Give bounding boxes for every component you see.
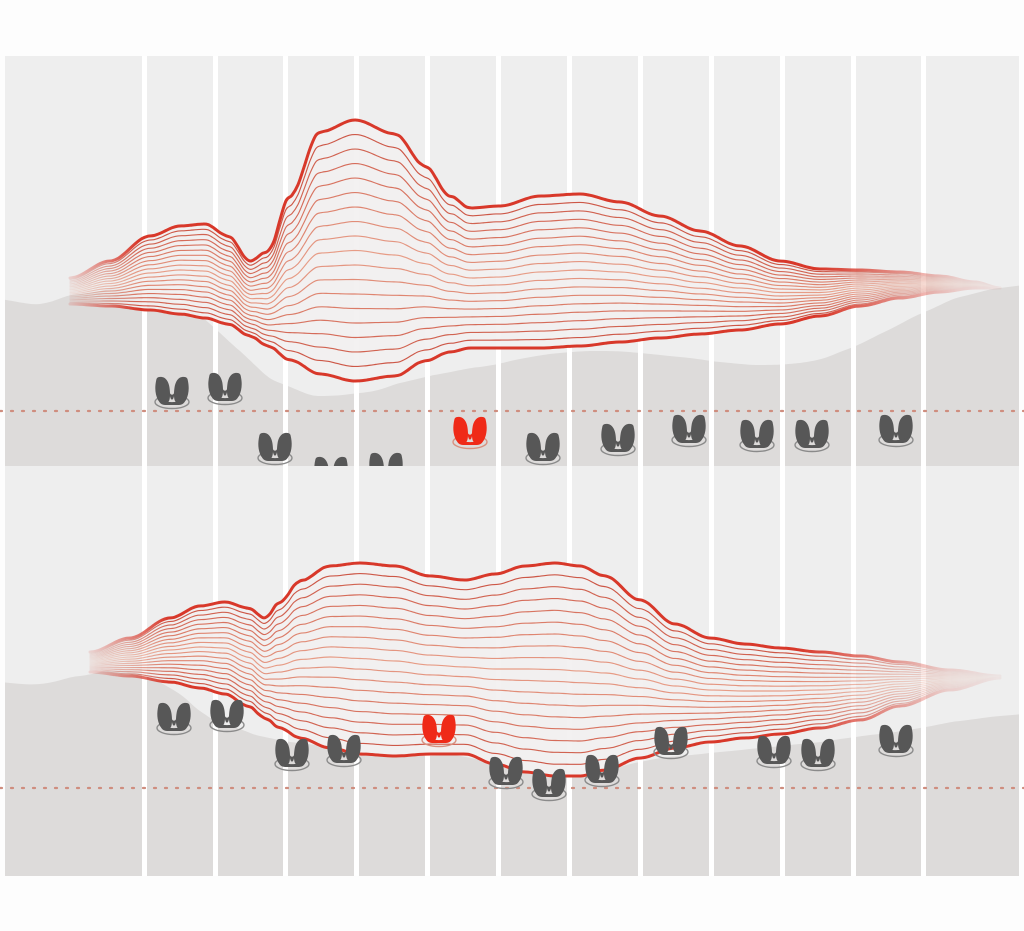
lower-flow-panel xyxy=(0,466,1024,876)
lower-panel-canvas xyxy=(0,466,1024,876)
chart-stage xyxy=(0,0,1024,931)
upper-panel-canvas xyxy=(0,56,1024,466)
upper-flow-panel xyxy=(0,56,1024,466)
